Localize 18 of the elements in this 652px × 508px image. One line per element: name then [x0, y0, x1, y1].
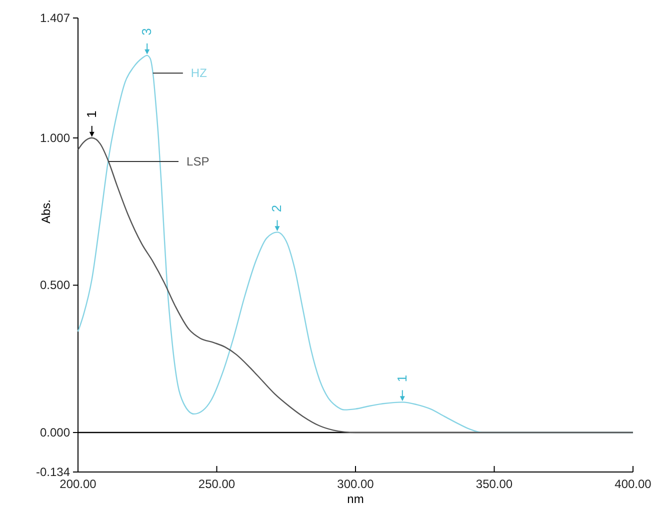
x-tick-label: 350.00 [476, 477, 513, 491]
y-tick-label: 0.000 [40, 426, 70, 440]
y-tick-label: 0.500 [40, 278, 70, 292]
annotation: 1 [84, 110, 99, 118]
x-tick-label: 200.00 [60, 477, 97, 491]
text: HZ [190, 66, 207, 80]
x-tick-label: 300.00 [337, 477, 374, 491]
y-axis-title: Abs. [39, 200, 53, 224]
y-tick-label: 1.000 [40, 130, 70, 145]
annotation: 2 [269, 204, 284, 212]
text: LSP [186, 154, 210, 168]
x-tick-label: 400.00 [614, 477, 652, 491]
annotation: 1 [394, 374, 410, 382]
x-tick-label: 250.00 [198, 477, 236, 491]
y-tick-label: -0.134 [36, 465, 70, 479]
x-axis-title: nm [347, 492, 364, 506]
annotation: 3 [139, 28, 154, 36]
y-tick-label: 1.407 [40, 11, 70, 25]
